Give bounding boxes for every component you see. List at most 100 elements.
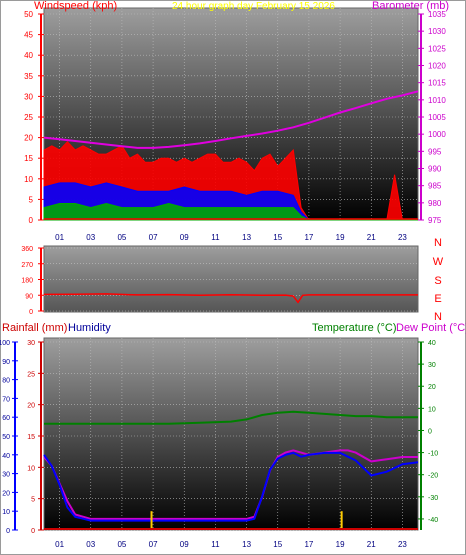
y-tick-label: 995 [428, 147, 442, 156]
y-tick-label: 1030 [428, 27, 446, 36]
x-tick-label: 11 [211, 540, 220, 549]
dewpoint-axis-label: Dew Point (°C) [396, 322, 466, 334]
x-tick-label: 19 [336, 233, 345, 242]
rain-tick-label: 25 [27, 371, 35, 378]
y-tick-label: 1005 [428, 113, 446, 122]
y-tick-label: 1025 [428, 44, 446, 53]
direction-letter-e: E [434, 293, 441, 305]
temperature-axis-label: Temperature (°C) [312, 322, 396, 334]
x-tick-label: 09 [180, 540, 189, 549]
humidity-tick-label: 30 [2, 472, 10, 479]
y-tick-label: 35 [24, 72, 33, 81]
y-tick-label: 90 [25, 293, 33, 300]
temp-series [43, 410, 419, 530]
x-tick-label: 23 [398, 233, 407, 242]
y-tick-label: 1020 [428, 62, 446, 71]
y-tick-label: 30 [24, 92, 33, 101]
humidity-tick-label: 100 [0, 340, 10, 347]
y-tick-label: 1010 [428, 96, 446, 105]
y-tick-label: 15 [24, 154, 33, 163]
x-tick-label: 05 [117, 233, 126, 242]
rain-tick-label: 20 [27, 403, 35, 410]
direction-plot-area [43, 245, 419, 313]
x-tick-label: 21 [367, 540, 376, 549]
x-tick-label: 17 [304, 540, 313, 549]
y-tick-label: 1015 [428, 79, 446, 88]
temp-tick-label: 30 [428, 362, 436, 369]
x-tick-label: 07 [149, 540, 158, 549]
y-tick-label: 20 [24, 134, 33, 143]
rainfall-axis-label: Rainfall (mm) [2, 322, 67, 334]
x-tick-label: 01 [55, 233, 64, 242]
x-tick-label: 11 [211, 233, 220, 242]
y-tick-label: 50 [24, 10, 33, 19]
humidity-tick-label: 60 [2, 415, 10, 422]
baro-y-axis: 975 980 985 990 995 1000 1005 1010 1015 1020 1025 1… [418, 10, 446, 225]
humidity-axis-label: Humidity [68, 322, 111, 334]
x-tick-label: 13 [242, 233, 251, 242]
temperature-line [44, 410, 418, 425]
humidity-tick-label: 50 [2, 434, 10, 441]
x-tick-label: 19 [336, 540, 345, 549]
y-tick-label: 45 [24, 31, 33, 40]
y-tick-label: 990 [428, 165, 442, 174]
y-tick-label: 0 [29, 309, 33, 316]
temp-axes: 0510152025300102030405060708090100-40-30… [0, 340, 438, 535]
barometer-line [43, 90, 419, 149]
humidity-tick-label: 10 [2, 509, 10, 516]
wind-y-axis: 0 5 10 15 20 25 30 35 40 45 50 [24, 10, 44, 225]
direction-line [43, 293, 418, 304]
temp-tick-label: 0 [428, 428, 432, 435]
humidity-tick-label: 70 [2, 396, 10, 403]
x-tick-label: 23 [398, 540, 407, 549]
temp-tick-label: 20 [428, 384, 436, 391]
direction-letter-n: N [434, 237, 442, 249]
rain-tick-label: 30 [27, 340, 35, 347]
graph-title: 24 hour graph day February 15 2026 [172, 1, 335, 12]
y-tick-label: 180 [21, 278, 33, 285]
direction-y-axis: 0 90 180 270 360 [21, 246, 44, 316]
rain-tick-label: 10 [27, 465, 35, 472]
humidity-tick-label: 40 [2, 453, 10, 460]
temp-tick-label: -30 [428, 495, 438, 502]
y-tick-label: 985 [428, 182, 442, 191]
x-tick-label: 03 [86, 233, 95, 242]
x-tick-label: 13 [242, 540, 251, 549]
y-tick-label: 10 [24, 175, 33, 184]
x-tick-label: 01 [55, 540, 64, 549]
direction-series [43, 293, 418, 304]
y-tick-label: 975 [428, 216, 442, 225]
y-tick-label: 5 [29, 195, 34, 204]
rain-tick-label: 0 [31, 528, 35, 535]
y-tick-label: 25 [24, 113, 33, 122]
y-tick-label: 40 [24, 51, 33, 60]
temp-tick-label: -40 [428, 517, 438, 524]
wind-series [43, 90, 419, 221]
temp-tick-label: -10 [428, 451, 438, 458]
y-tick-label: 0 [29, 216, 34, 225]
temp-tick-label: -20 [428, 473, 438, 480]
x-tick-label: 05 [117, 540, 126, 549]
direction-letter-w: W [433, 256, 444, 268]
barometer-axis-label: Barometer (mb) [372, 0, 449, 12]
y-tick-label: 270 [21, 262, 33, 269]
temp-plot-area [43, 337, 419, 531]
y-tick-label: 980 [428, 199, 442, 208]
temp-tick-label: 10 [428, 406, 436, 413]
x-tick-label: 09 [180, 233, 189, 242]
x-tick-label: 03 [86, 540, 95, 549]
x-tick-label: 17 [304, 233, 313, 242]
humidity-tick-label: 80 [2, 378, 10, 385]
y-tick-label: 360 [21, 246, 33, 253]
x-tick-label: 15 [273, 540, 282, 549]
windspeed-axis-label: Windspeed (kph) [34, 0, 117, 12]
x-tick-label: 15 [273, 233, 282, 242]
humidity-tick-label: 90 [2, 359, 10, 366]
y-tick-label: 1035 [428, 10, 446, 19]
humidity-tick-label: 0 [6, 528, 10, 535]
x-tick-label: 21 [367, 233, 376, 242]
x-tick-label: 07 [149, 233, 158, 242]
direction-letter-s: S [434, 275, 441, 287]
